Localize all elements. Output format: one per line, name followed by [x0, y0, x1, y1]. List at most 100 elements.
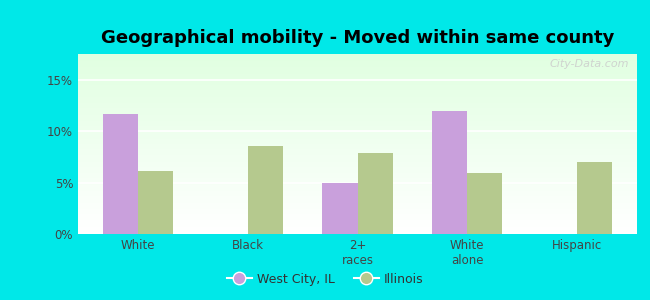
Bar [78, 140, 637, 142]
Bar [78, 103, 637, 104]
Bar [78, 207, 637, 209]
Bar [78, 185, 637, 187]
Bar [78, 212, 637, 214]
Text: City-Data.com: City-Data.com [549, 59, 629, 69]
Bar [78, 112, 637, 113]
Bar [78, 171, 637, 173]
Bar [78, 124, 637, 126]
Bar [78, 225, 637, 227]
Bar [78, 115, 637, 117]
Bar [78, 203, 637, 205]
Bar [78, 135, 637, 137]
Bar [78, 130, 637, 131]
Bar [78, 104, 637, 106]
Bar [78, 194, 637, 196]
Bar [78, 214, 637, 216]
Bar [78, 144, 637, 146]
Bar [138, 171, 174, 234]
Bar [78, 189, 637, 191]
Bar [78, 176, 637, 178]
Bar [78, 158, 637, 160]
Bar [78, 175, 637, 176]
Bar [78, 122, 637, 124]
Bar [78, 200, 637, 202]
Bar [78, 67, 637, 68]
Bar [78, 92, 637, 94]
Bar [78, 58, 637, 59]
Legend: West City, IL, Illinois: West City, IL, Illinois [222, 268, 428, 291]
Bar [78, 149, 637, 151]
Bar [78, 223, 637, 225]
Bar [78, 220, 637, 221]
Bar [78, 113, 637, 115]
Bar [78, 95, 637, 97]
Bar [78, 216, 637, 218]
Bar [78, 193, 637, 194]
Bar [248, 146, 283, 234]
Bar [78, 153, 637, 155]
Bar [78, 157, 637, 158]
Bar [467, 173, 502, 234]
Bar [78, 54, 637, 56]
Bar [78, 218, 637, 220]
Bar [78, 86, 637, 88]
Bar [78, 59, 637, 61]
Bar [78, 121, 637, 122]
Bar [78, 126, 637, 128]
Bar [78, 72, 637, 74]
Bar [78, 187, 637, 189]
Bar [103, 114, 138, 234]
Bar [78, 131, 637, 133]
Bar [78, 119, 637, 121]
Bar [78, 221, 637, 223]
Bar [322, 183, 358, 234]
Bar [78, 160, 637, 162]
Bar [358, 153, 393, 234]
Bar [78, 191, 637, 193]
Bar [78, 110, 637, 112]
Bar [78, 198, 637, 200]
Bar [577, 162, 612, 234]
Bar [78, 90, 637, 92]
Bar [78, 61, 637, 63]
Bar [78, 178, 637, 180]
Bar [78, 169, 637, 171]
Bar [78, 83, 637, 85]
Bar [78, 173, 637, 175]
Bar [78, 97, 637, 99]
Bar [78, 137, 637, 139]
Bar [78, 68, 637, 70]
Bar [78, 167, 637, 169]
Bar [78, 99, 637, 101]
Bar [78, 229, 637, 230]
Bar [78, 79, 637, 81]
Bar [78, 142, 637, 144]
Bar [78, 162, 637, 164]
Bar [78, 205, 637, 207]
Bar [78, 63, 637, 65]
Bar [78, 184, 637, 185]
Bar [78, 88, 637, 90]
Bar [78, 148, 637, 149]
Bar [78, 76, 637, 77]
Bar [78, 101, 637, 103]
Bar [78, 94, 637, 95]
Bar [78, 180, 637, 182]
Bar [78, 106, 637, 108]
Bar [78, 202, 637, 203]
Bar [78, 182, 637, 184]
Bar [78, 155, 637, 157]
Bar [78, 227, 637, 229]
Bar [78, 65, 637, 67]
Bar [78, 166, 637, 167]
Bar [78, 230, 637, 232]
Title: Geographical mobility - Moved within same county: Geographical mobility - Moved within sam… [101, 29, 614, 47]
Bar [78, 128, 637, 130]
Bar [78, 232, 637, 234]
Bar [78, 151, 637, 153]
Bar [78, 146, 637, 148]
Bar [78, 196, 637, 198]
Bar [78, 209, 637, 211]
Bar [78, 85, 637, 86]
Bar [78, 211, 637, 212]
